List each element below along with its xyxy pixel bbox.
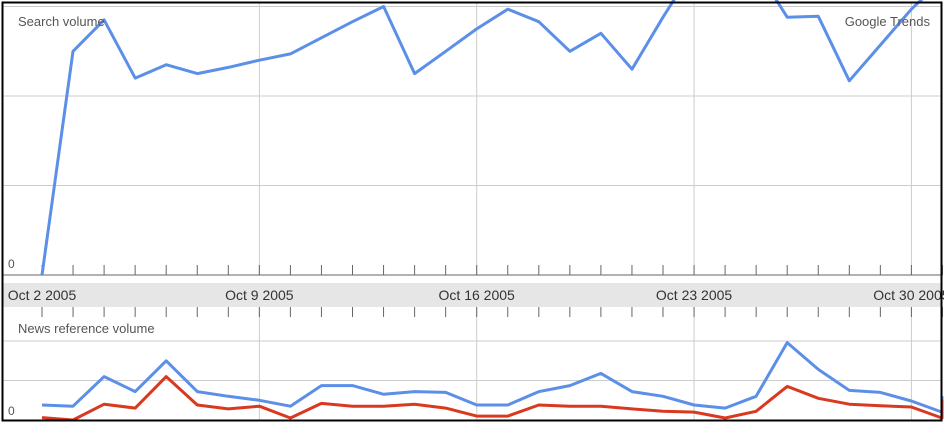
search-volume-panel — [3, 0, 943, 276]
google-trends-label: Google Trends — [845, 14, 931, 29]
x-tick-label: Oct 9 2005 — [225, 287, 294, 303]
search-volume-line — [40, 0, 924, 276]
news-volume-blue-line — [41, 341, 944, 414]
date-band-bg — [3, 283, 941, 307]
x-tick-label: Oct 2 2005 — [8, 287, 77, 303]
search-volume-label: Search volume — [18, 14, 105, 29]
news-volume-red-line — [41, 375, 944, 422]
x-tick-label: Oct 30 2005 — [873, 287, 944, 303]
news-volume-zero-label: 0 — [8, 404, 15, 418]
x-tick-label: Oct 16 2005 — [439, 287, 515, 303]
search-volume-zero-label: 0 — [8, 257, 15, 271]
x-tick-label: Oct 23 2005 — [656, 287, 732, 303]
date-axis-band: Oct 2 2005 Oct 9 2005 Oct 16 2005 Oct 23 20… — [3, 283, 944, 307]
news-volume-panel — [3, 307, 944, 422]
news-volume-label: News reference volume — [18, 321, 155, 336]
